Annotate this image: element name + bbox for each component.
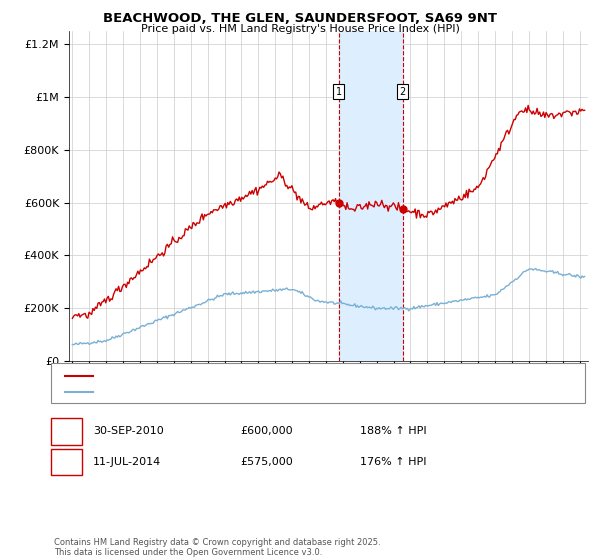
Text: BEACHWOOD, THE GLEN, SAUNDERSFOOT, SA69 9NT: BEACHWOOD, THE GLEN, SAUNDERSFOOT, SA69 … bbox=[103, 12, 497, 25]
Bar bbox=[338, 31, 403, 361]
Text: 30-SEP-2010: 30-SEP-2010 bbox=[93, 426, 164, 436]
Text: £600,000: £600,000 bbox=[240, 426, 293, 436]
Text: HPI: Average price, detached house, Pembrokeshire: HPI: Average price, detached house, Pemb… bbox=[99, 387, 352, 396]
Text: 1: 1 bbox=[63, 426, 70, 436]
Text: 11-JUL-2014: 11-JUL-2014 bbox=[93, 457, 161, 467]
Text: 2: 2 bbox=[400, 87, 406, 96]
Text: £575,000: £575,000 bbox=[240, 457, 293, 467]
Text: BEACHWOOD, THE GLEN, SAUNDERSFOOT, SA69 9NT (detached house): BEACHWOOD, THE GLEN, SAUNDERSFOOT, SA69 … bbox=[99, 371, 451, 381]
Text: 1: 1 bbox=[335, 87, 342, 96]
Text: Price paid vs. HM Land Registry's House Price Index (HPI): Price paid vs. HM Land Registry's House … bbox=[140, 24, 460, 34]
Text: 176% ↑ HPI: 176% ↑ HPI bbox=[360, 457, 427, 467]
Text: 2: 2 bbox=[63, 457, 70, 467]
Text: 188% ↑ HPI: 188% ↑ HPI bbox=[360, 426, 427, 436]
Text: Contains HM Land Registry data © Crown copyright and database right 2025.
This d: Contains HM Land Registry data © Crown c… bbox=[54, 538, 380, 557]
